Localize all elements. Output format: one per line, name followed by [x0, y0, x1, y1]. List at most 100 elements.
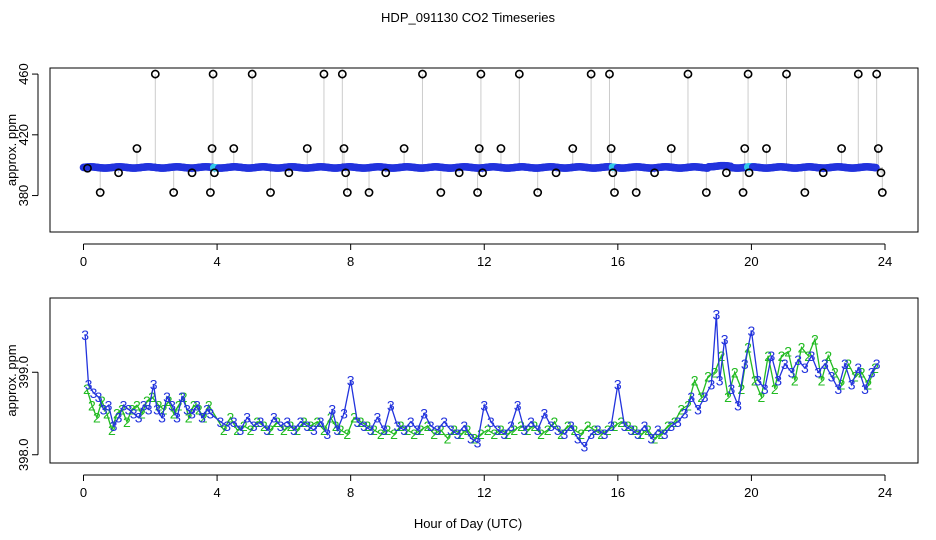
series-marker-3: 3: [567, 418, 575, 434]
series-marker-3: 3: [230, 414, 238, 430]
series-marker-3: 3: [514, 397, 522, 413]
series-marker-2: 2: [704, 368, 712, 384]
outlier-point: [782, 69, 791, 79]
series-marker-2: 2: [577, 426, 585, 442]
x-tick-label: 0: [80, 485, 87, 500]
series-marker-2: 2: [430, 426, 438, 442]
outlier-point: [169, 188, 179, 197]
x-tick-label: 8: [347, 485, 354, 500]
series-marker-3: 3: [467, 430, 475, 446]
series-marker-2: 2: [490, 426, 498, 442]
series-marker-2: 2: [93, 410, 101, 426]
series-marker-3: 3: [781, 356, 789, 372]
outlier-point: [721, 168, 731, 178]
plot-frame: [49, 297, 919, 464]
y-tick-label: 460: [16, 63, 31, 85]
series-marker-3: 3: [95, 389, 103, 405]
series-marker-2: 2: [444, 430, 452, 446]
outlier-point: [701, 188, 711, 197]
outlier-point: [738, 188, 748, 197]
series-line-2: [86, 336, 876, 440]
series-marker-2: 2: [778, 348, 786, 364]
x-tick-label: 12: [477, 254, 491, 269]
series-marker-3: 3: [641, 418, 649, 434]
series-marker-3: 3: [237, 422, 245, 438]
series-marker-3: 3: [873, 356, 881, 372]
series-marker-2: 2: [470, 430, 478, 446]
series-marker-3: 3: [748, 323, 756, 339]
series-marker-3: 3: [687, 389, 695, 405]
outlier-point: [436, 188, 446, 197]
series-marker-2: 2: [300, 414, 308, 430]
outlier-point: [302, 144, 312, 153]
series-marker-2: 2: [143, 393, 151, 409]
series-marker-3: 3: [283, 414, 291, 430]
series-marker-2: 2: [128, 401, 136, 417]
series-marker-2: 2: [293, 422, 301, 438]
series-marker-2: 2: [711, 364, 719, 380]
series-marker-2: 2: [691, 373, 699, 389]
series-marker-3: 3: [193, 397, 201, 413]
outlier-point: [381, 168, 391, 178]
outlier-point: [208, 69, 218, 79]
x-tick-label: 4: [213, 485, 220, 500]
series-marker-3: 3: [203, 401, 211, 417]
outlier-point: [853, 69, 863, 79]
series-marker-3: 3: [754, 373, 762, 389]
outlier-point: [284, 168, 294, 178]
series-marker-3: 3: [434, 422, 442, 438]
outlier-point: [837, 144, 846, 153]
series-marker-3: 3: [814, 364, 822, 380]
outlier-point: [740, 144, 750, 153]
series-marker-2: 2: [671, 414, 679, 430]
series-marker-2: 2: [844, 356, 852, 372]
series-marker-3: 3: [828, 368, 836, 384]
series-marker-2: 2: [343, 426, 351, 442]
series-marker-2: 2: [617, 414, 625, 430]
x-tick-label: 20: [744, 485, 758, 500]
series-marker-2: 2: [227, 410, 235, 426]
series-marker-3: 3: [323, 426, 331, 442]
series-marker-2: 2: [350, 410, 358, 426]
x-tick-label: 12: [477, 485, 491, 500]
series-marker-2: 2: [205, 397, 213, 413]
x-tick-label: 16: [611, 254, 625, 269]
series-marker-2: 2: [363, 418, 371, 434]
series-marker-2: 2: [751, 373, 759, 389]
outlier-point: [341, 168, 351, 178]
series-marker-3: 3: [834, 381, 842, 397]
series-marker-3: 3: [634, 426, 642, 442]
series-marker-3: 3: [243, 410, 251, 426]
series-marker-2: 2: [624, 418, 632, 434]
outlier-point: [606, 144, 616, 153]
series-marker-3: 3: [480, 397, 488, 413]
series-marker-3: 3: [707, 377, 715, 393]
series-marker-2: 2: [175, 397, 183, 413]
series-marker-3: 3: [712, 307, 720, 323]
series-marker-3: 3: [574, 430, 582, 446]
series-marker-2: 2: [758, 389, 766, 405]
series-marker-3: 3: [841, 356, 849, 372]
series-marker-2: 2: [504, 426, 512, 442]
series-marker-2: 2: [370, 422, 378, 438]
outlier-point: [132, 144, 142, 153]
series-marker-2: 2: [98, 393, 106, 409]
outlier-point: [743, 69, 753, 79]
series-marker-2: 2: [824, 348, 832, 364]
series-marker-3: 3: [135, 410, 143, 426]
series-marker-3: 3: [168, 397, 176, 413]
series-marker-2: 2: [611, 418, 619, 434]
series-marker-3: 3: [621, 418, 629, 434]
series-marker-3: 3: [414, 422, 422, 438]
series-marker-3: 3: [721, 331, 729, 347]
series-marker-2: 2: [280, 422, 288, 438]
series-marker-2: 2: [811, 331, 819, 347]
series-marker-2: 2: [791, 373, 799, 389]
outlier-point: [342, 188, 352, 197]
series-marker-3: 3: [848, 377, 856, 393]
series-marker-2: 2: [108, 422, 116, 438]
series-marker-3: 3: [373, 410, 381, 426]
series-marker-2: 2: [417, 422, 425, 438]
series-marker-3: 3: [520, 422, 528, 438]
outlier-point: [800, 188, 810, 197]
